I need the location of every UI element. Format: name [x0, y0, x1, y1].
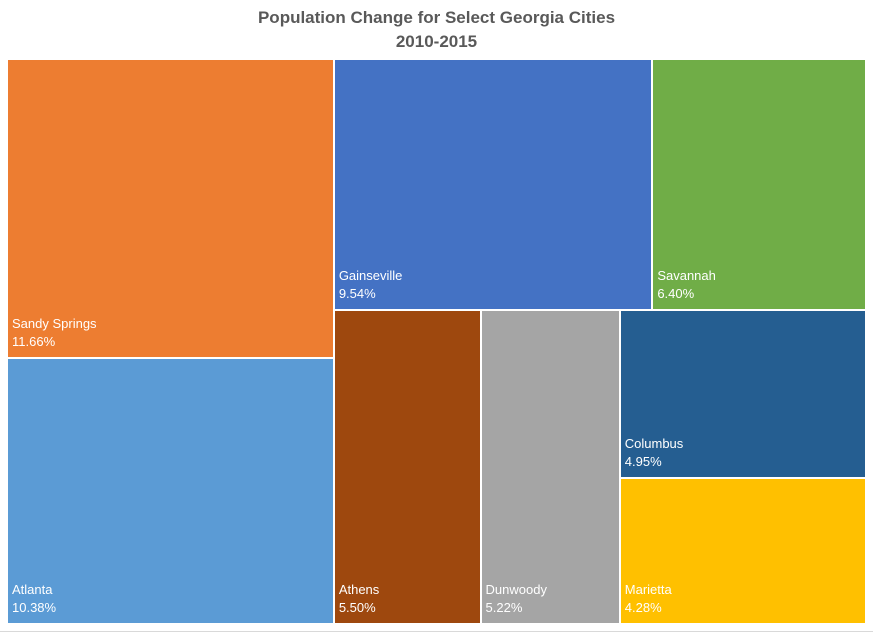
tile-name: Athens	[338, 581, 380, 597]
treemap-tile-athens: Athens 5.50%	[333, 309, 481, 624]
chart-subtitle: 2010-2015	[395, 32, 478, 51]
treemap-tile-dunwoody: Dunwoody 5.22%	[480, 309, 620, 624]
tile-value: 5.50%	[338, 599, 376, 615]
tile-name: Savannah	[657, 267, 716, 283]
tile-value: 9.54%	[338, 285, 376, 301]
tile-label: Savannah 6.40%	[657, 267, 716, 303]
treemap-tile-atlanta: Atlanta 10.38%	[7, 357, 334, 624]
tile-value: 5.22%	[485, 599, 523, 615]
treemap-tile-gainseville: Gainseville 9.54%	[333, 59, 653, 310]
tile-label: Sandy Springs 11.66%	[12, 315, 97, 351]
tile-name: Gainseville	[338, 267, 403, 283]
tile-value: 4.28%	[624, 599, 662, 615]
tile-label: Columbus 4.95%	[625, 435, 684, 471]
tile-value: 4.95%	[624, 454, 662, 470]
treemap-tile-columbus: Columbus 4.95%	[619, 309, 866, 479]
chart-title: Population Change for Select Georgia Cit…	[257, 8, 616, 27]
tile-label: Athens 5.50%	[339, 581, 379, 617]
tile-value: 11.66%	[12, 333, 56, 349]
tile-name: Marietta	[624, 581, 672, 597]
tile-label: Dunwoody 5.22%	[486, 581, 547, 617]
tile-label: Marietta 4.28%	[625, 581, 672, 617]
tile-value: 6.40%	[657, 285, 695, 301]
tile-value: 10.38%	[12, 599, 57, 615]
treemap-tile-sandy-springs: Sandy Springs 11.66%	[7, 59, 334, 358]
tile-name: Sandy Springs	[12, 315, 97, 331]
treemap-tile-savannah: Savannah 6.40%	[652, 59, 866, 310]
treemap-tile-marietta: Marietta 4.28%	[619, 478, 866, 624]
treemap-area: Sandy Springs 11.66% Atlanta 10.38% Gainsevi…	[7, 59, 866, 624]
tile-label: Atlanta 10.38%	[12, 581, 56, 617]
tile-name: Atlanta	[12, 581, 53, 597]
tile-label: Gainseville 9.54%	[339, 267, 403, 303]
tile-name: Columbus	[624, 436, 684, 452]
chart-title-block: Population Change for Select Georgia Cit…	[0, 6, 873, 54]
tile-name: Dunwoody	[485, 581, 547, 597]
